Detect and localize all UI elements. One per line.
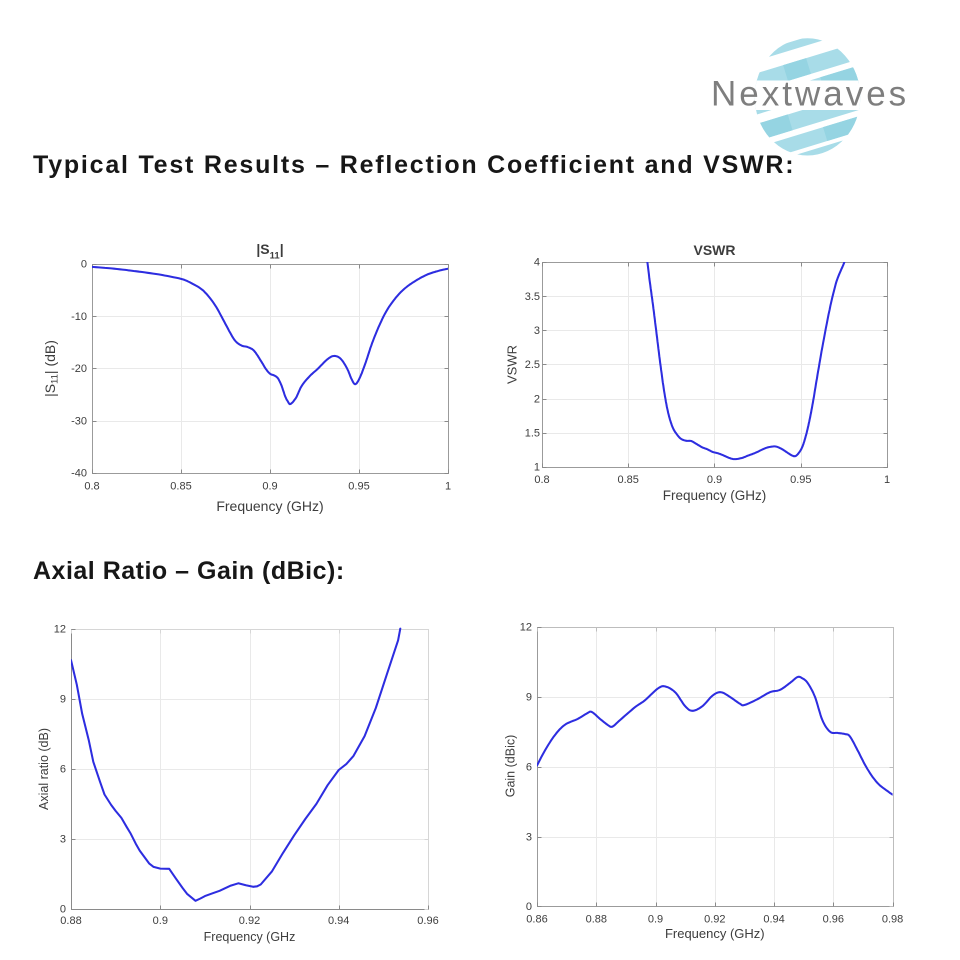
- svg-text:3: 3: [60, 834, 66, 846]
- svg-text:VSWR: VSWR: [505, 345, 520, 384]
- svg-text:2.5: 2.5: [525, 359, 540, 371]
- svg-text:0: 0: [81, 259, 87, 271]
- svg-text:Frequency (GHz): Frequency (GHz): [663, 488, 767, 503]
- svg-text:0: 0: [526, 901, 532, 913]
- svg-text:0.9: 0.9: [153, 915, 168, 927]
- svg-text:1.5: 1.5: [525, 428, 540, 440]
- svg-text:0.92: 0.92: [704, 913, 725, 925]
- svg-text:0.9: 0.9: [262, 481, 277, 493]
- svg-text:-40: -40: [71, 468, 87, 480]
- svg-text:Nextwaves: Nextwaves: [711, 75, 909, 114]
- svg-text:0.8: 0.8: [534, 474, 549, 486]
- svg-text:0.85: 0.85: [170, 481, 191, 493]
- svg-text:3: 3: [526, 831, 532, 843]
- svg-text:4: 4: [534, 257, 540, 269]
- svg-text:2: 2: [534, 393, 540, 405]
- svg-text:|S11| (dB): |S11| (dB): [42, 340, 61, 397]
- svg-text:0.92: 0.92: [239, 915, 260, 927]
- svg-text:9: 9: [60, 693, 66, 705]
- svg-text:0.86: 0.86: [526, 913, 547, 925]
- svg-text:Axial ratio (dB): Axial ratio (dB): [37, 728, 51, 810]
- svg-text:0: 0: [60, 904, 66, 916]
- svg-text:12: 12: [520, 622, 532, 634]
- svg-text:6: 6: [60, 764, 66, 776]
- svg-text:1: 1: [534, 462, 540, 474]
- svg-text:1: 1: [445, 481, 451, 493]
- svg-text:0.88: 0.88: [586, 913, 607, 925]
- svg-text:3: 3: [534, 325, 540, 337]
- svg-text:VSWR: VSWR: [694, 242, 736, 258]
- svg-text:0.94: 0.94: [328, 915, 349, 927]
- svg-text:Frequency (GHz): Frequency (GHz): [216, 498, 323, 514]
- svg-text:9: 9: [526, 692, 532, 704]
- svg-text:0.94: 0.94: [763, 913, 784, 925]
- svg-text:0.96: 0.96: [417, 915, 438, 927]
- svg-text:1: 1: [884, 474, 890, 486]
- svg-text:0.88: 0.88: [60, 915, 81, 927]
- svg-text:0.9: 0.9: [648, 913, 663, 925]
- svg-text:-20: -20: [71, 363, 87, 375]
- svg-text:0.8: 0.8: [84, 481, 99, 493]
- svg-text:0.9: 0.9: [707, 474, 722, 486]
- svg-text:|S11|: |S11|: [256, 241, 283, 262]
- svg-text:3.5: 3.5: [525, 291, 540, 303]
- svg-text:0.95: 0.95: [348, 481, 369, 493]
- svg-text:-30: -30: [71, 416, 87, 428]
- svg-text:Frequency (GHz): Frequency (GHz): [665, 926, 765, 941]
- svg-text:-10: -10: [71, 311, 87, 323]
- svg-text:0.98: 0.98: [882, 913, 903, 925]
- svg-text:Frequency (GHz: Frequency (GHz: [204, 930, 296, 944]
- svg-text:12: 12: [54, 623, 66, 635]
- svg-text:0.95: 0.95: [790, 474, 811, 486]
- svg-text:0.85: 0.85: [617, 474, 638, 486]
- svg-text:Gain (dBic): Gain (dBic): [504, 735, 518, 798]
- svg-text:0.96: 0.96: [823, 913, 844, 925]
- svg-text:6: 6: [526, 761, 532, 773]
